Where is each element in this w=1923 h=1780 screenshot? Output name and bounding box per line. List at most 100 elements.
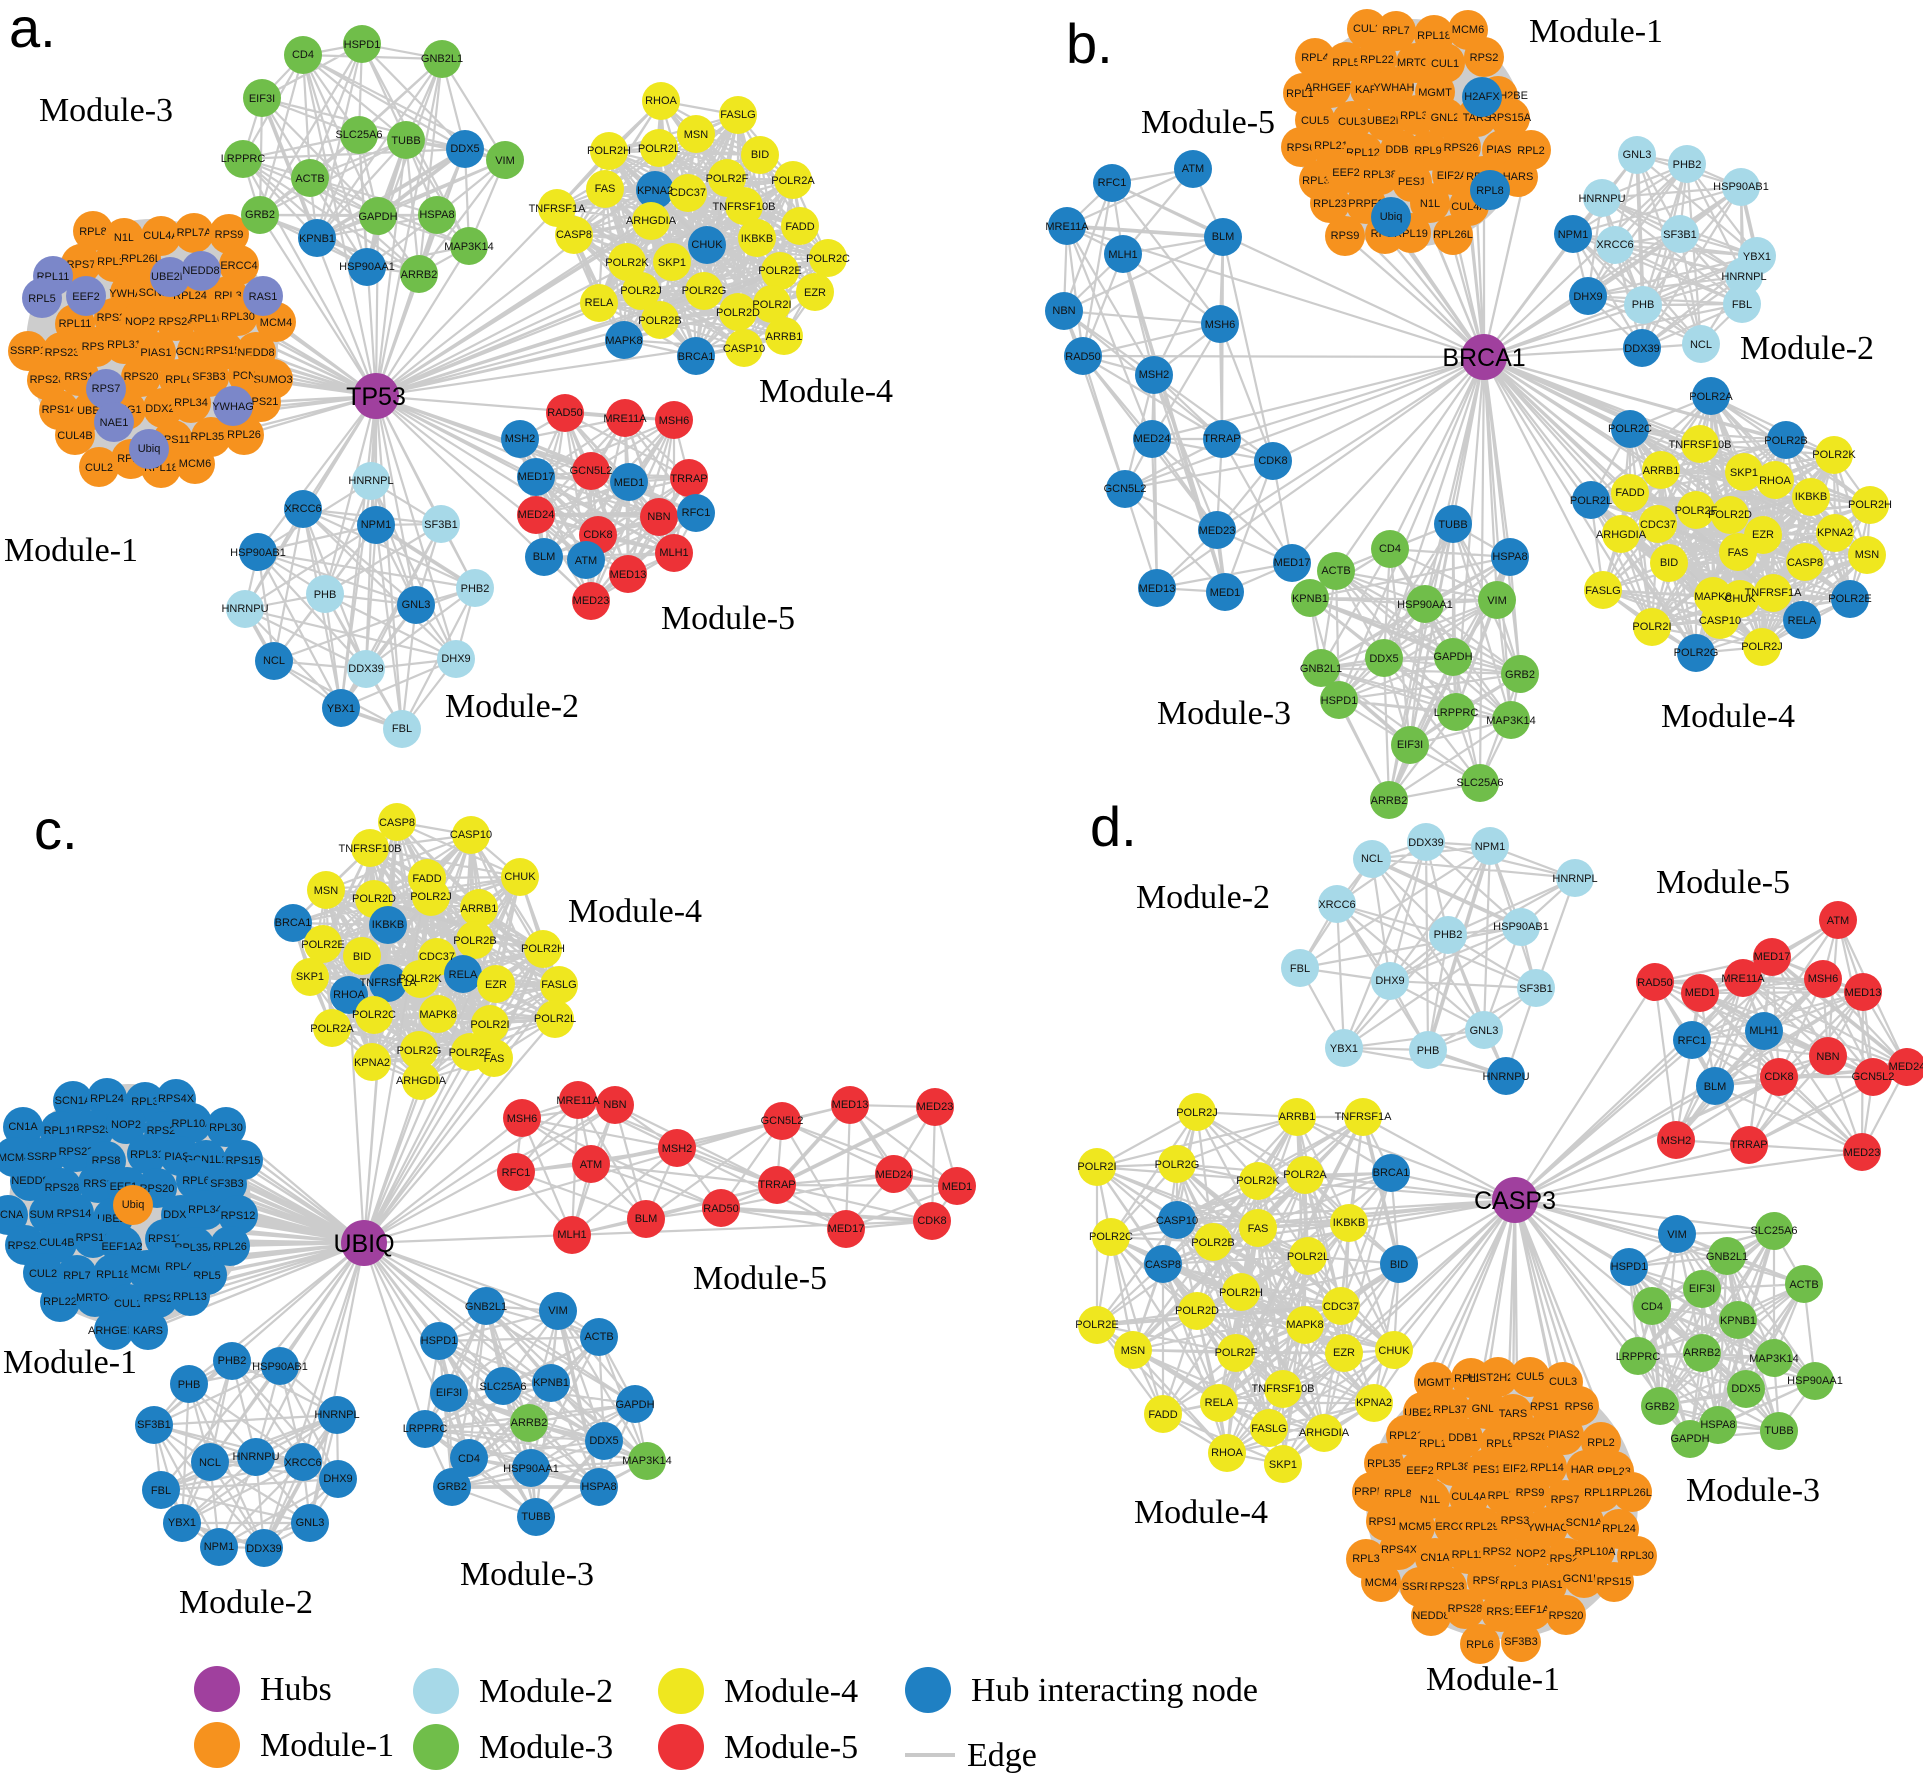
svg-text:NBN: NBN [1816, 1051, 1839, 1063]
svg-text:POLR2F: POLR2F [1675, 505, 1718, 517]
svg-text:POLR2A: POLR2A [771, 175, 815, 187]
svg-text:FASLG: FASLG [1251, 1423, 1286, 1435]
svg-text:DDX39: DDX39 [348, 663, 383, 675]
svg-text:ARHGDIA: ARHGDIA [396, 1075, 447, 1087]
svg-text:HSP90AA1: HSP90AA1 [1397, 599, 1453, 611]
svg-text:CASP10: CASP10 [1699, 615, 1741, 627]
svg-text:RPL24: RPL24 [1602, 1523, 1636, 1535]
svg-text:NBN: NBN [603, 1099, 626, 1111]
svg-text:POLR2F: POLR2F [1215, 1347, 1258, 1359]
svg-text:PHB2: PHB2 [1673, 159, 1702, 171]
svg-text:HSP90AA1: HSP90AA1 [339, 261, 395, 273]
svg-text:YWHAH: YWHAH [1374, 82, 1415, 94]
svg-text:MCM5: MCM5 [1399, 1521, 1431, 1533]
svg-text:BLM: BLM [1704, 1081, 1727, 1093]
svg-text:PHB2: PHB2 [1434, 929, 1463, 941]
svg-text:CUL5: CUL5 [1516, 1371, 1544, 1383]
svg-text:SSRP1: SSRP1 [10, 345, 46, 357]
svg-text:GNL3: GNL3 [296, 1517, 325, 1529]
svg-text:SF3B1: SF3B1 [1519, 983, 1553, 995]
svg-text:KPNA2: KPNA2 [354, 1057, 390, 1069]
svg-text:PHB: PHB [1417, 1045, 1440, 1057]
svg-text:RPS11: RPS11 [148, 1233, 182, 1245]
svg-text:SF3B1: SF3B1 [1663, 229, 1697, 241]
svg-text:NPM1: NPM1 [1475, 841, 1506, 853]
svg-text:RPL5: RPL5 [28, 293, 56, 305]
svg-text:BLM: BLM [1212, 231, 1235, 243]
svg-text:BID: BID [1660, 557, 1678, 569]
svg-text:DDX5: DDX5 [1731, 1383, 1760, 1395]
svg-text:SF3B3: SF3B3 [210, 1178, 244, 1190]
svg-text:HNRNPU: HNRNPU [1578, 193, 1625, 205]
svg-text:GAPDH: GAPDH [615, 1399, 654, 1411]
svg-text:UBE2M: UBE2M [1367, 115, 1405, 127]
svg-text:ARHGDIA: ARHGDIA [1596, 529, 1647, 541]
svg-text:TNFRSF1A: TNFRSF1A [529, 203, 587, 215]
svg-text:Module-4: Module-4 [724, 1673, 858, 1710]
svg-text:RPS28: RPS28 [30, 374, 65, 386]
svg-text:Module-4: Module-4 [1661, 698, 1795, 735]
svg-text:EEF1A: EEF1A [1515, 1604, 1551, 1616]
svg-text:XRCC6: XRCC6 [1318, 899, 1355, 911]
svg-text:POLR2B: POLR2B [453, 935, 496, 947]
svg-text:CUL2: CUL2 [29, 1268, 57, 1280]
svg-text:MSH2: MSH2 [1139, 369, 1170, 381]
svg-text:CD4: CD4 [1641, 1301, 1663, 1313]
svg-text:POLR2E: POLR2E [301, 939, 344, 951]
svg-text:RPL18: RPL18 [1417, 30, 1451, 42]
svg-text:GNB2L1: GNB2L1 [1300, 663, 1342, 675]
svg-text:DDB1: DDB1 [1385, 144, 1414, 156]
svg-text:MED17: MED17 [828, 1223, 865, 1235]
svg-text:GNL2: GNL2 [1431, 112, 1460, 124]
svg-text:MED24: MED24 [876, 1169, 913, 1181]
svg-text:GAPDH: GAPDH [1670, 1433, 1709, 1445]
svg-text:POLR2B: POLR2B [638, 315, 681, 327]
svg-text:HSP90AB1: HSP90AB1 [1493, 921, 1549, 933]
svg-text:TARS: TARS [1499, 1408, 1528, 1420]
svg-text:XRCC6: XRCC6 [284, 503, 321, 515]
svg-text:RPS28: RPS28 [1448, 1603, 1483, 1615]
svg-text:RPL6: RPL6 [1466, 1639, 1494, 1651]
svg-text:RPS26: RPS26 [1444, 142, 1479, 154]
svg-text:RPS15: RPS15 [226, 1155, 261, 1167]
svg-text:RELA: RELA [449, 969, 478, 981]
svg-text:RPL30: RPL30 [209, 1122, 243, 1134]
svg-text:CD4: CD4 [1379, 543, 1401, 555]
svg-text:ACTB: ACTB [584, 1331, 613, 1343]
svg-text:RPL35A: RPL35A [191, 431, 233, 443]
svg-text:HSP90AB1: HSP90AB1 [1713, 181, 1769, 193]
svg-text:RPS20: RPS20 [1549, 1610, 1584, 1622]
svg-text:SKP1: SKP1 [1269, 1459, 1297, 1471]
svg-text:RPL6: RPL6 [182, 1175, 210, 1187]
svg-text:DHX9: DHX9 [441, 653, 470, 665]
svg-text:RPS6: RPS6 [1565, 1401, 1594, 1413]
svg-text:Module-3: Module-3 [39, 92, 173, 129]
svg-text:Ubiq: Ubiq [138, 443, 161, 455]
svg-text:EZR: EZR [1333, 1347, 1355, 1359]
svg-text:HSPA8: HSPA8 [1492, 551, 1527, 563]
svg-text:KPNA2: KPNA2 [1356, 1397, 1392, 1409]
svg-text:CD4: CD4 [458, 1453, 480, 1465]
svg-text:MED17: MED17 [1274, 557, 1311, 569]
svg-text:HSPD1: HSPD1 [421, 1335, 458, 1347]
svg-text:Module-1: Module-1 [1529, 13, 1663, 50]
svg-text:NPM1: NPM1 [361, 519, 392, 531]
svg-text:DDB1: DDB1 [1448, 1432, 1477, 1444]
svg-text:RHOA: RHOA [1211, 1447, 1243, 1459]
svg-text:CUL4B: CUL4B [39, 1237, 74, 1249]
svg-text:ATM: ATM [580, 1159, 602, 1171]
svg-text:RPS20: RPS20 [124, 371, 159, 383]
svg-text:RPL26: RPL26 [227, 429, 261, 441]
svg-text:SLC25A6: SLC25A6 [479, 1381, 526, 1393]
svg-text:Ubiq: Ubiq [1380, 211, 1403, 223]
svg-text:VIM: VIM [1667, 1229, 1687, 1241]
svg-text:RPL4: RPL4 [165, 1261, 193, 1273]
svg-text:CDK8: CDK8 [917, 1215, 946, 1227]
svg-text:RPS14: RPS14 [57, 1208, 92, 1220]
svg-text:RPS15: RPS15 [1597, 1576, 1632, 1588]
svg-text:VIM: VIM [548, 1305, 568, 1317]
svg-text:GNB2L1: GNB2L1 [421, 53, 463, 65]
svg-text:RPL10A: RPL10A [1575, 1546, 1617, 1558]
svg-text:HNRNPL: HNRNPL [348, 475, 393, 487]
svg-text:RFC1: RFC1 [502, 1167, 531, 1179]
